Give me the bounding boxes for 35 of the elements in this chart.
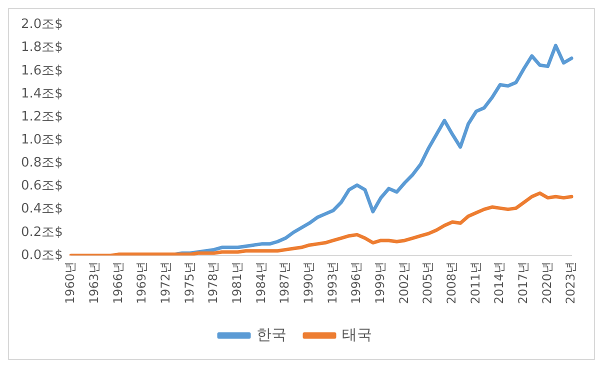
x-tick-label: 1966년 — [110, 261, 125, 304]
y-tick-label: 1.4조$ — [20, 86, 63, 102]
x-tick-label: 1990년 — [301, 261, 316, 304]
x-tick-label: 2017년 — [516, 261, 530, 304]
x-tick-label: 1987년 — [278, 261, 292, 304]
x-tick-label: 2023년 — [564, 261, 578, 304]
y-tick-label: 0.8조$ — [20, 156, 63, 171]
x-tick-label: 2020년 — [540, 261, 554, 304]
x-tick-label: 2002년 — [396, 261, 411, 304]
x-tick-label: 2011년 — [468, 261, 482, 304]
y-tick-label: 1.8조$ — [20, 40, 63, 56]
x-tick-label: 1960년 — [63, 261, 78, 304]
x-tick-label: 1978년 — [206, 261, 220, 304]
legend-label: 태국 — [342, 325, 372, 344]
y-tick-label: 0.4조$ — [20, 202, 63, 217]
x-tick-label: 1999년 — [373, 261, 387, 304]
y-tick-label: 1.2조$ — [20, 109, 63, 124]
x-tick-label: 2014년 — [492, 261, 506, 304]
x-tick-label: 1993년 — [325, 261, 340, 304]
y-tick-label: 1.0조$ — [20, 132, 63, 148]
x-tick-label: 1984년 — [254, 261, 268, 304]
x-tick-label: 2008년 — [444, 261, 459, 304]
y-tick-label: 0.0조$ — [20, 248, 63, 263]
y-tick-label: 0.6조$ — [20, 178, 63, 194]
x-tick-label: 1972년 — [158, 261, 172, 304]
y-tick-label: 2.0조$ — [20, 17, 63, 32]
x-tick-label: 1975년 — [182, 261, 196, 304]
legend-label: 한국 — [256, 325, 286, 344]
x-tick-label: 1963년 — [86, 261, 101, 304]
y-tick-label: 1.6조$ — [20, 63, 63, 78]
y-tick-label: 0.2조$ — [20, 224, 63, 240]
x-tick-label: 1969년 — [134, 261, 149, 304]
x-tick-label: 2005년 — [420, 261, 435, 304]
x-tick-label: 1996년 — [349, 261, 364, 304]
x-tick-label: 1981년 — [230, 261, 244, 304]
